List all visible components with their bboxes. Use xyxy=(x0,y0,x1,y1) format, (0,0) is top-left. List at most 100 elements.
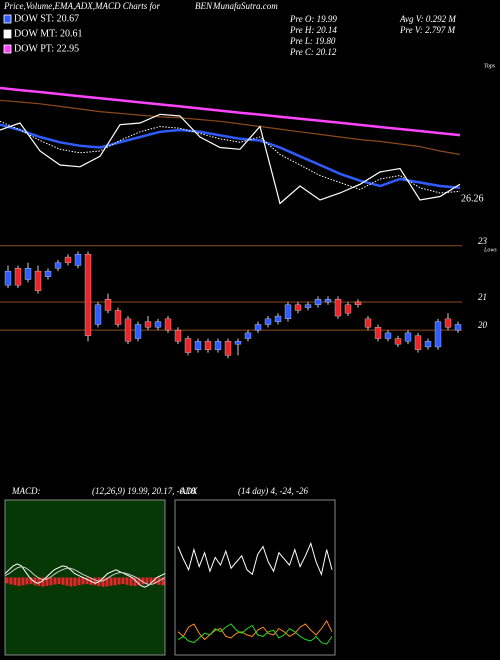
candle-body xyxy=(74,254,82,266)
candle-body xyxy=(204,341,212,350)
candle-body xyxy=(174,329,182,342)
histogram-bar xyxy=(73,577,77,587)
histogram-bar xyxy=(109,577,113,586)
candle-body xyxy=(334,299,342,317)
legend-swatch xyxy=(3,44,12,54)
legend-swatch xyxy=(3,14,12,24)
panel-title: ADX xyxy=(179,486,198,496)
histogram-bar xyxy=(141,577,145,585)
histogram-bar xyxy=(45,577,49,587)
candle-body xyxy=(104,299,112,311)
candle-body xyxy=(114,310,122,325)
candle-body xyxy=(54,262,62,269)
candle-body xyxy=(44,270,52,277)
histogram-bar xyxy=(61,577,65,585)
candle-body xyxy=(34,270,42,291)
line-series xyxy=(177,623,333,645)
histogram-bar xyxy=(49,577,53,586)
candle-body xyxy=(374,327,382,339)
histogram-bar xyxy=(137,577,141,586)
line-series xyxy=(4,563,166,588)
histogram-bar xyxy=(5,577,9,584)
candle-body xyxy=(224,341,232,356)
histogram-bar xyxy=(13,577,17,586)
histogram-bar xyxy=(93,577,97,586)
candle-body xyxy=(394,338,402,345)
candle-body xyxy=(404,332,412,342)
header-symbol: BEN xyxy=(195,1,213,11)
line-series xyxy=(0,120,461,194)
candle-body xyxy=(294,304,302,311)
histogram-bar xyxy=(81,577,85,585)
histogram-bar xyxy=(9,577,13,585)
candle-body xyxy=(414,335,422,350)
histogram-bar xyxy=(25,577,29,585)
candle-body xyxy=(84,254,92,336)
panel-subtitle: (12,26,9) 19.99, 20.17, -0.18 xyxy=(92,486,196,496)
annotation: 26.26 xyxy=(461,193,484,204)
edge-label: Tops xyxy=(484,63,496,69)
candle-body xyxy=(164,318,172,331)
candle-body xyxy=(284,304,292,320)
stat: Pre H: 20.14 xyxy=(289,25,337,35)
candle-body xyxy=(154,321,162,328)
line-series xyxy=(4,566,166,586)
candle-body xyxy=(454,324,462,331)
candle-body xyxy=(424,341,432,348)
candle-body xyxy=(244,332,252,339)
histogram-bar xyxy=(117,577,121,585)
panel xyxy=(174,499,336,656)
line-series xyxy=(0,123,461,190)
candle-body xyxy=(134,324,142,339)
histogram-bar xyxy=(153,577,157,585)
candle-body xyxy=(14,268,22,286)
candle-body xyxy=(254,324,262,331)
stat: Pre C: 20.12 xyxy=(289,47,337,57)
histogram-bar xyxy=(57,577,61,585)
histogram-bar xyxy=(121,577,125,585)
line-series xyxy=(177,541,333,577)
candle-body xyxy=(144,321,152,328)
histogram-bar xyxy=(77,577,81,586)
header-title: Price,Volume,EMA,ADX,MACD Charts for xyxy=(3,1,160,11)
histogram-bar xyxy=(37,577,41,587)
candle-body xyxy=(364,318,372,328)
legend-label: DOW ST: 20.67 xyxy=(14,13,79,24)
panel-title: MACD: xyxy=(11,486,41,496)
y-tick-label: 21 xyxy=(478,292,487,302)
histogram-bar xyxy=(21,577,25,586)
histogram-bar xyxy=(113,577,117,586)
candle-body xyxy=(24,268,32,280)
stat: Pre L: 19.80 xyxy=(289,36,336,46)
line-series xyxy=(177,619,333,641)
legend-label: DOW PT: 22.95 xyxy=(14,43,79,54)
histogram-bar xyxy=(145,577,149,584)
histogram-bar xyxy=(69,577,73,587)
candle-body xyxy=(94,304,102,325)
candle-body xyxy=(444,318,452,328)
candle-body xyxy=(64,256,72,263)
histogram-bar xyxy=(65,577,69,586)
histogram-bar xyxy=(41,577,45,587)
y-tick-label: 23 xyxy=(478,236,488,246)
histogram-bar xyxy=(101,577,105,587)
histogram-bar xyxy=(125,577,129,585)
candle-body xyxy=(344,304,352,314)
candle-body xyxy=(184,338,192,353)
candle-body xyxy=(4,270,12,286)
stat: Pre V: 2.797 M xyxy=(399,25,456,35)
candle-body xyxy=(234,341,242,345)
line-series xyxy=(0,86,461,137)
histogram-bar xyxy=(129,577,133,586)
histogram-bar xyxy=(29,577,33,585)
line-series xyxy=(0,113,461,205)
candle-body xyxy=(214,341,222,350)
candle-body xyxy=(274,315,282,322)
edge-label: Lows xyxy=(483,247,497,253)
histogram-bar xyxy=(53,577,57,585)
candle-body xyxy=(434,321,442,348)
histogram-bar xyxy=(161,577,165,586)
candle-body xyxy=(354,301,362,305)
legend-swatch xyxy=(3,29,12,39)
